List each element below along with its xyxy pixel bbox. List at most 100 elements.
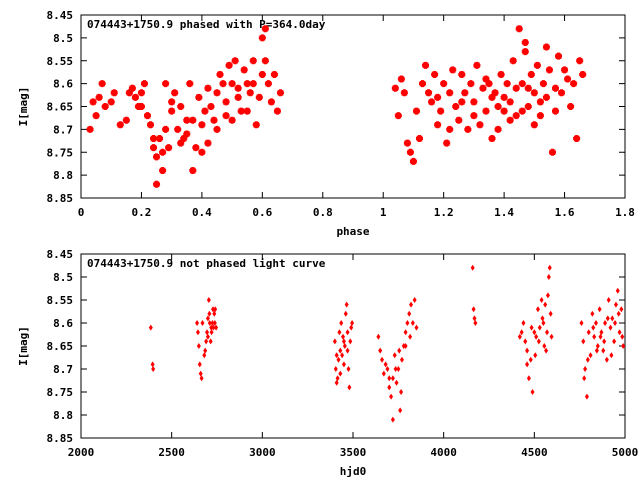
data-point [116, 121, 124, 129]
data-point [530, 389, 535, 395]
y-axis-label: I[mag] [17, 326, 30, 366]
data-point [497, 70, 505, 78]
data-point [613, 301, 618, 308]
y-tick-label: 8.6 [53, 78, 73, 91]
x-tick-label: 4500 [521, 446, 548, 459]
data-point [403, 329, 408, 336]
data-point [143, 112, 151, 120]
data-point [234, 84, 242, 92]
data-point [610, 315, 615, 322]
data-point [476, 121, 484, 129]
data-point [608, 324, 613, 331]
data-point [150, 144, 158, 152]
data-point [617, 329, 622, 336]
data-point [532, 329, 537, 336]
data-point [207, 320, 212, 326]
y-tick-label: 8.55 [47, 294, 74, 307]
data-point [394, 379, 399, 386]
data-point [151, 366, 156, 372]
data-point [536, 112, 544, 120]
data-point [506, 98, 514, 106]
data-point [414, 324, 419, 331]
data-point [205, 315, 210, 322]
data-point [524, 84, 532, 92]
data-point [183, 116, 191, 124]
data-point [140, 80, 148, 88]
y-tick-label: 8.5 [53, 271, 73, 284]
data-point [403, 139, 411, 147]
data-point [336, 356, 341, 363]
data-point [408, 333, 413, 340]
data-point [464, 125, 472, 133]
data-point [183, 130, 191, 138]
x-axis-label: phase [336, 225, 369, 238]
data-point [270, 70, 278, 78]
data-point [412, 107, 420, 115]
data-point [521, 320, 526, 326]
data-point [396, 366, 401, 372]
data-point [551, 107, 559, 115]
x-tick-label: 5000 [612, 446, 639, 459]
data-point [273, 107, 281, 115]
data-point [612, 338, 617, 345]
data-point [397, 75, 405, 83]
data-point [98, 80, 106, 88]
data-point [581, 338, 586, 345]
data-point [195, 93, 203, 101]
data-point [506, 116, 514, 124]
data-point [419, 80, 427, 88]
data-point [547, 264, 552, 271]
data-point [558, 89, 566, 97]
data-point [536, 98, 544, 106]
data-point [584, 393, 589, 400]
data-point [548, 310, 553, 317]
data-point [544, 347, 549, 354]
data-point [340, 352, 345, 359]
data-point [92, 112, 100, 120]
data-point [595, 343, 600, 349]
data-point [350, 320, 355, 326]
data-point [479, 84, 487, 92]
data-point [472, 315, 477, 322]
data-point [529, 324, 534, 331]
data-point [533, 352, 538, 359]
data-point [267, 98, 275, 106]
data-point [200, 320, 205, 326]
y-tick-label: 8.45 [47, 9, 74, 22]
data-point [243, 80, 251, 88]
data-point [534, 333, 539, 340]
data-point [535, 306, 540, 313]
data-point [159, 148, 167, 156]
data-point [593, 320, 598, 326]
data-point [216, 70, 224, 78]
data-point [261, 25, 269, 33]
data-point [339, 320, 344, 326]
data-point [131, 93, 139, 101]
data-point [410, 320, 415, 326]
data-point [391, 84, 399, 92]
data-point [621, 343, 626, 349]
data-point [153, 153, 161, 161]
data-point [393, 366, 398, 372]
data-point [519, 329, 524, 336]
data-point [342, 343, 347, 349]
data-point [392, 352, 397, 359]
data-point [573, 135, 581, 143]
data-point [494, 103, 502, 110]
data-point [400, 89, 408, 97]
data-point [431, 70, 439, 78]
data-point [500, 107, 508, 115]
data-point [616, 310, 621, 317]
y-tick-label: 8.65 [47, 340, 74, 353]
data-point [341, 333, 346, 340]
data-point [545, 292, 550, 299]
data-point [524, 103, 532, 110]
y-tick-label: 8.8 [53, 169, 73, 182]
data-point [434, 93, 442, 101]
data-point [198, 370, 203, 377]
data-point [213, 125, 221, 133]
y-tick-label: 8.6 [53, 317, 73, 330]
data-point [579, 70, 587, 78]
